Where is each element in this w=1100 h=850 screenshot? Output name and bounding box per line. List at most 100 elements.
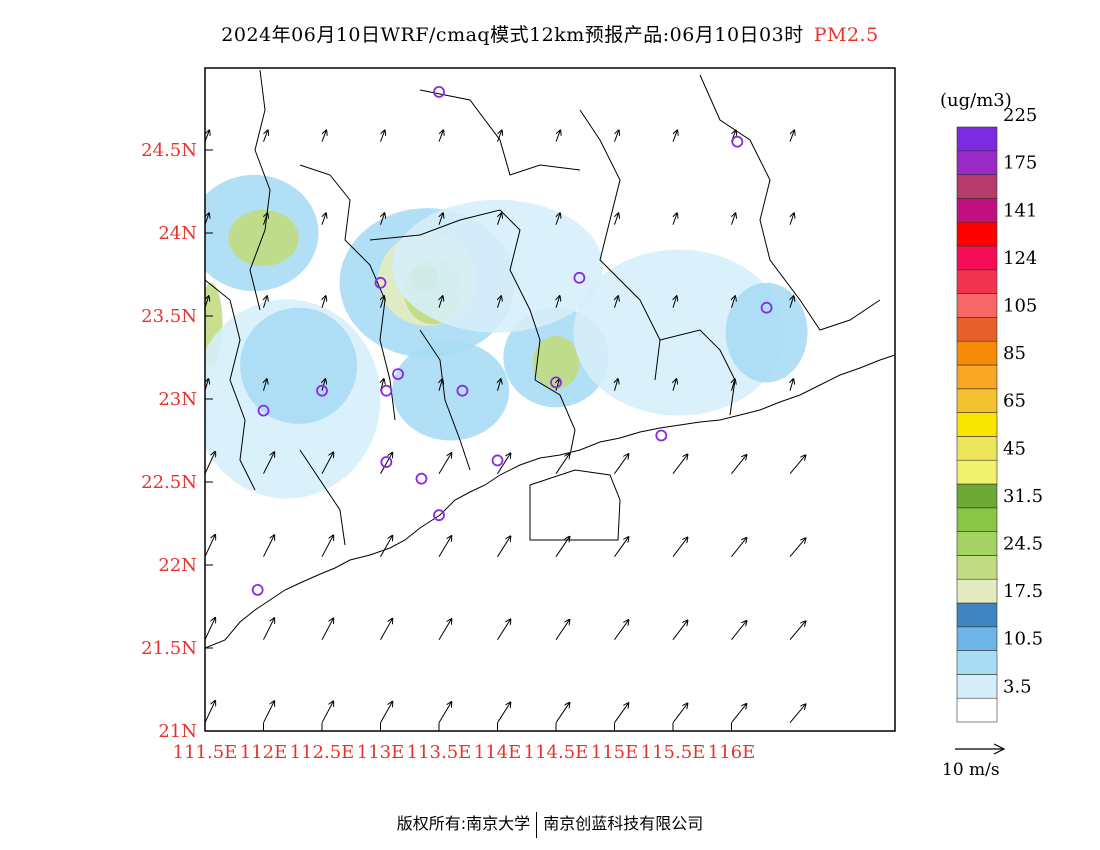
- footer-left: 版权所有:南京大学: [396, 814, 531, 833]
- wind-arrow: [789, 621, 805, 641]
- wind-arrow: [732, 296, 736, 308]
- legend-swatch: [956, 317, 998, 342]
- wind-arrow: [790, 379, 793, 391]
- lon-tick-label: 113E: [357, 742, 405, 763]
- lon-tick-label: 111.5E: [173, 742, 238, 763]
- legend-swatch: [956, 388, 998, 413]
- station-marker: [550, 376, 562, 389]
- legend-swatch: [956, 674, 998, 699]
- station-marker: [392, 368, 404, 381]
- county-boundary: [534, 379, 576, 456]
- station-marker: [316, 384, 328, 397]
- legend-swatch: [956, 340, 998, 366]
- legend-swatch: [956, 174, 998, 199]
- wind-arrow: [321, 702, 333, 723]
- legend-label: 45: [1003, 438, 1026, 459]
- wind-arrow: [615, 296, 619, 308]
- wind-arrow: [380, 453, 393, 474]
- wind-arrow: [614, 537, 629, 557]
- lat-tick-label: 24.5N: [141, 140, 197, 161]
- latitude-axis: 21N 21.5N 22N 22.5N 23N 23.5N 24N 24.5N: [141, 140, 213, 742]
- wind-arrow: [264, 379, 267, 391]
- legend-swatch: [956, 293, 998, 318]
- wind-arrow: [732, 213, 736, 225]
- wind-arrow: [498, 213, 502, 225]
- wind-arrow: [438, 453, 451, 474]
- legend-label: 124: [1003, 248, 1037, 269]
- wind-arrow: [380, 619, 393, 640]
- lon-tick-label: 115E: [591, 742, 639, 763]
- wind-arrow: [438, 536, 451, 557]
- wind-arrow: [614, 454, 629, 474]
- legend-swatch: [956, 364, 998, 390]
- wind-arrow: [264, 296, 268, 308]
- legend-swatch: [956, 221, 998, 247]
- wind-arrow: [498, 296, 502, 308]
- county-boundary: [419, 329, 471, 471]
- wind-arrow: [321, 453, 333, 474]
- wind-arrow: [614, 130, 619, 142]
- station-marker: [415, 472, 428, 485]
- county-boundary: [419, 89, 581, 176]
- lon-tick-label: 115.5E: [641, 742, 706, 763]
- lon-tick-label: 113.5E: [407, 742, 472, 763]
- wind-arrow: [205, 618, 215, 640]
- wind-arrow: [673, 379, 676, 391]
- wind-arrow: [615, 213, 619, 225]
- legend-label: 105: [1003, 296, 1037, 317]
- wind-arrow: [321, 536, 333, 557]
- station-marker: [251, 584, 264, 596]
- footer-right: 南京创蓝科技有限公司: [543, 814, 704, 833]
- station-marker: [374, 276, 387, 289]
- lat-tick-label: 24N: [158, 223, 197, 244]
- wind-arrow: [556, 213, 560, 225]
- legend-swatch: [956, 626, 998, 651]
- concentration-patch: [392, 199, 603, 333]
- wind-arrow: [497, 619, 511, 640]
- lat-tick-label: 22.5N: [141, 472, 197, 493]
- lon-tick-label: 112.5E: [290, 742, 355, 763]
- wind-arrow: [322, 213, 326, 225]
- legend-swatch: [956, 531, 998, 556]
- wind-arrow: [672, 704, 687, 724]
- wind-arrow: [438, 619, 451, 640]
- wind-arrow: [555, 454, 569, 474]
- legend-label: 85: [1003, 343, 1026, 364]
- concentration-patch: [392, 340, 510, 441]
- wind-arrow: [789, 130, 794, 142]
- legend-unit: (ug/m3): [940, 90, 1012, 111]
- wind-arrow: [381, 213, 385, 225]
- legend-swatch: [956, 269, 998, 294]
- wind-arrow: [556, 296, 560, 308]
- legend-swatch: [956, 459, 998, 485]
- wind-arrow: [498, 379, 501, 391]
- station-marker: [655, 429, 668, 442]
- county-boundary: [249, 69, 271, 311]
- legend-swatch: [956, 507, 998, 532]
- wind-arrow: [263, 701, 275, 723]
- legend-swatch: [956, 436, 998, 461]
- wind-arrow: [555, 703, 569, 723]
- wind-arrow: [380, 702, 393, 723]
- wind-arrow: [205, 535, 215, 557]
- wind-arrow: [789, 455, 805, 475]
- lat-tick-label: 21.5N: [141, 638, 197, 659]
- station-marker: [760, 301, 773, 314]
- concentration-patch: [228, 209, 299, 267]
- lat-tick-label: 22N: [158, 555, 197, 576]
- wind-arrow: [497, 536, 511, 557]
- station-marker: [380, 384, 393, 397]
- legend-label: 31.5: [1003, 486, 1043, 507]
- lat-tick-label: 23.5N: [141, 306, 197, 327]
- longitude-axis: 111.5E 112E 112.5E 113E 113.5E 114E 114.5E 115E…: [173, 723, 755, 763]
- map-title: 2024年06月10日WRF/cmaq模式12km预报产品:06月10日03时 P…: [0, 20, 1100, 47]
- wind-arrow: [731, 704, 747, 724]
- concentration-patch: [240, 307, 358, 424]
- wind-arrow: [790, 296, 794, 308]
- wind-arrow: [322, 296, 326, 308]
- wind-arrow: [497, 453, 511, 474]
- county-boundary: [299, 449, 346, 546]
- wind-arrow: [614, 703, 629, 723]
- wind-arrow: [789, 538, 805, 558]
